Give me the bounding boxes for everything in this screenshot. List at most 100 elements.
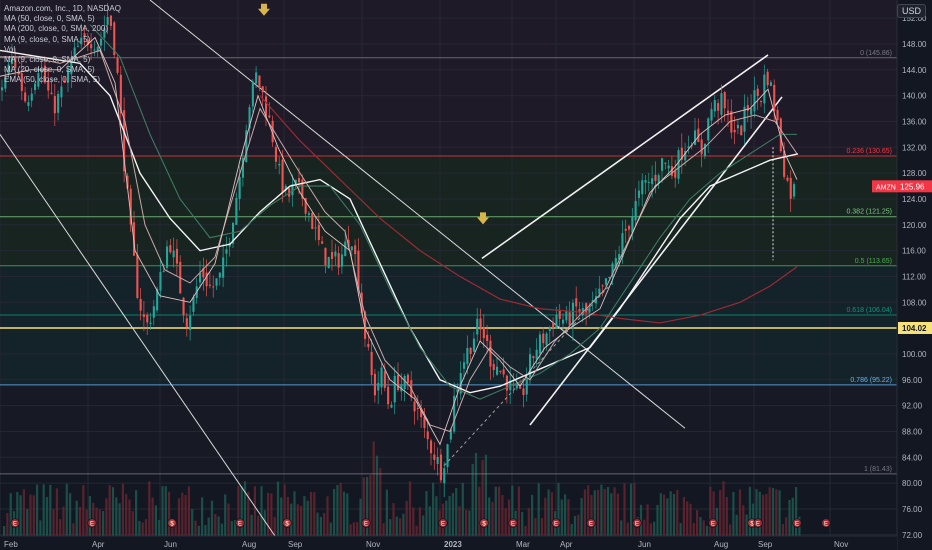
candle-body bbox=[208, 284, 211, 286]
volume-bar bbox=[415, 525, 418, 536]
volume-bar bbox=[16, 492, 19, 536]
candle-body bbox=[139, 298, 142, 311]
candle-body bbox=[690, 145, 693, 147]
candle-body bbox=[185, 318, 188, 328]
volume-bar bbox=[471, 464, 474, 536]
volume-bar bbox=[316, 512, 319, 536]
volume-bar bbox=[567, 499, 570, 536]
candle-body bbox=[489, 340, 492, 367]
candle-body bbox=[621, 233, 624, 258]
volume-bar bbox=[494, 486, 497, 536]
volume-bar bbox=[85, 509, 88, 536]
candle-body bbox=[472, 338, 475, 352]
candle-body bbox=[245, 130, 248, 163]
volume-bar bbox=[544, 497, 547, 536]
volume-bar bbox=[422, 515, 425, 536]
volume-bar bbox=[606, 487, 610, 536]
volume-bar bbox=[666, 498, 669, 536]
legend-indicator-1[interactable]: MA (200, close, 0, SMA, 200) bbox=[4, 24, 109, 34]
candle-body bbox=[294, 179, 297, 184]
candle-body bbox=[552, 323, 555, 329]
volume-bar bbox=[408, 481, 412, 536]
volume-bar bbox=[59, 519, 62, 536]
candle-body bbox=[542, 333, 545, 344]
volume-bar bbox=[138, 521, 141, 536]
candle-body bbox=[106, 16, 109, 25]
volume-bar bbox=[144, 519, 148, 536]
volume-bar bbox=[280, 497, 283, 536]
candle-body bbox=[218, 272, 221, 278]
time-tick-label: Apr bbox=[92, 540, 105, 549]
ma-line-3 bbox=[0, 49, 798, 433]
volume-bar bbox=[346, 493, 349, 536]
candle-body bbox=[261, 86, 264, 93]
volume-bar bbox=[498, 486, 501, 536]
candle-body bbox=[142, 314, 145, 317]
volume-bar bbox=[342, 491, 346, 536]
price-tick-label: 96.00 bbox=[902, 376, 923, 385]
price-tick-label: 144.00 bbox=[902, 66, 927, 75]
candle-body bbox=[618, 253, 621, 260]
volume-bar bbox=[349, 524, 352, 536]
volume-bar bbox=[197, 525, 200, 536]
volume-bar bbox=[507, 499, 511, 536]
candle-body bbox=[298, 178, 301, 183]
candle-body bbox=[443, 468, 446, 484]
legend-title[interactable]: Amazon.com, Inc., 1D, NASDAQ bbox=[4, 4, 121, 13]
candle-body bbox=[93, 49, 96, 51]
candle-body bbox=[588, 307, 591, 313]
current-price-label: 125.96 bbox=[900, 182, 925, 191]
candle-body bbox=[166, 246, 169, 268]
candle-body bbox=[307, 213, 310, 215]
volume-bar bbox=[217, 516, 220, 536]
volume-bar bbox=[560, 499, 563, 536]
volume-bar bbox=[336, 485, 339, 536]
candle-body bbox=[522, 388, 525, 396]
volume-bar bbox=[296, 504, 299, 536]
volume-bar bbox=[458, 506, 461, 536]
legend-indicator-5[interactable]: MA (20, close, 0, SMA, 5) bbox=[4, 65, 95, 75]
legend-indicator-0[interactable]: MA (50, close, 0, SMA, 5) bbox=[4, 14, 95, 24]
candle-body bbox=[459, 373, 462, 394]
volume-bar bbox=[125, 494, 128, 536]
volume-bar bbox=[9, 493, 12, 536]
candle-body bbox=[205, 272, 208, 287]
candle-body bbox=[149, 322, 152, 324]
candle-body bbox=[344, 241, 347, 257]
candle-body bbox=[162, 271, 165, 273]
candle-body bbox=[598, 288, 601, 295]
candle-body bbox=[215, 278, 218, 286]
price-tick-label: 116.00 bbox=[902, 247, 926, 256]
volume-bar bbox=[748, 486, 751, 536]
event-marker bbox=[479, 518, 489, 528]
volume-bar bbox=[405, 500, 408, 536]
candle-body bbox=[595, 296, 598, 304]
candle-body bbox=[199, 272, 202, 283]
volume-bar bbox=[689, 503, 692, 536]
candle-body bbox=[707, 118, 710, 141]
event-marker-label: E bbox=[511, 522, 515, 528]
volume-bar bbox=[164, 486, 167, 536]
candle-body bbox=[525, 378, 528, 395]
legend-indicator-2[interactable]: MA (9, close, 0, SMA, 5) bbox=[4, 34, 91, 44]
volume-bar bbox=[319, 516, 322, 536]
candle-body bbox=[70, 60, 73, 75]
volume-bar bbox=[52, 509, 55, 536]
volume-bar bbox=[385, 489, 388, 536]
currency-badge[interactable]: USD bbox=[896, 4, 926, 18]
legend-indicator-3[interactable]: Vol bbox=[4, 44, 16, 54]
time-tick-label: Nov bbox=[366, 540, 380, 549]
legend-indicator-6[interactable]: EMA (50, close, 0, SMA, 5) bbox=[4, 75, 101, 85]
candle-body bbox=[476, 318, 479, 335]
candle-body bbox=[515, 385, 518, 389]
legend-indicator-4[interactable]: MA (9, close, 0, SMA, 5) bbox=[4, 55, 91, 65]
candle-body bbox=[383, 371, 386, 388]
candle-body bbox=[786, 177, 789, 181]
candle-body bbox=[637, 190, 640, 198]
candle-body bbox=[152, 306, 155, 318]
arrow-marker-1 bbox=[477, 212, 489, 225]
candle-body bbox=[67, 69, 70, 83]
volume-bar bbox=[481, 460, 484, 536]
candle-body bbox=[40, 69, 43, 73]
